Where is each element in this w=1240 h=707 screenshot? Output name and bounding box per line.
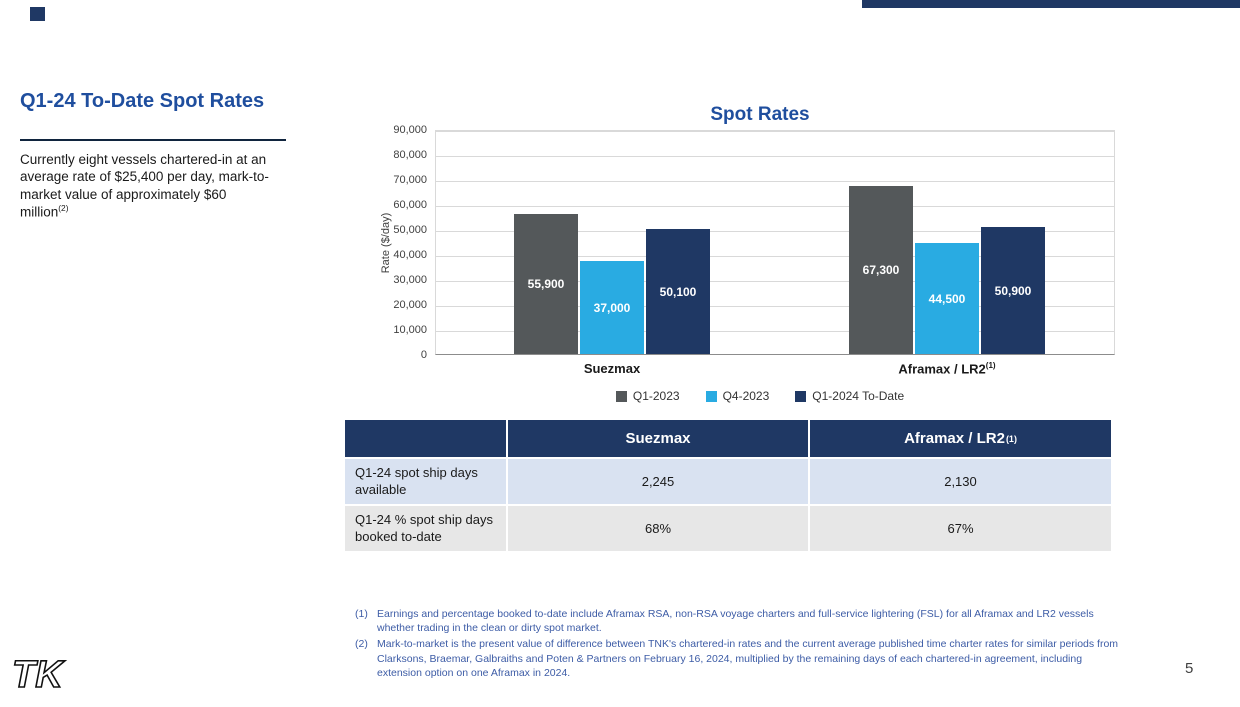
table-cell-value: 2,130 [810,459,1113,506]
table-row-label: Q1-24 % spot ship days booked to-date [345,506,508,553]
table-cell-value: 68% [508,506,810,553]
y-tick-label: 90,000 [393,124,427,136]
bar-value-label: 55,900 [527,277,565,291]
legend-swatch [795,390,807,402]
y-tick-label: 10,000 [393,324,427,336]
legend-label: Q1-2023 [632,389,680,403]
legend-swatch [615,390,627,402]
table-header-cell: Aframax / LR2 (1) [810,420,1113,459]
footnote-item: (1) Earnings and percentage booked to-dat… [355,607,1123,635]
table-header-label: Aframax / LR2 [904,430,1005,447]
gridline [436,206,1114,207]
footnote-item: (2) Mark-to-market is the present value o… [355,637,1123,680]
title-underline [20,139,286,141]
x-axis-category-label: Aframax / LR2(1) [848,361,1046,376]
x-axis-category-label: Suezmax [513,361,711,376]
chart-legend: Q1-2023 Q4-2023 Q1-2024 To-Date [430,389,1090,403]
top-right-accent-bar [862,0,1240,8]
chart-bar: 55,900 [514,214,578,354]
chart-bar: 67,300 [849,186,913,354]
legend-swatch [705,390,717,402]
legend-item: Q4-2023 [705,389,770,403]
bar-value-label: 37,000 [593,300,631,315]
gridline [436,231,1114,232]
footnote-number: (2) [355,638,368,651]
y-tick-label: 80,000 [393,149,427,161]
y-tick-label: 50,000 [393,224,427,236]
footnote-text: Mark-to-market is the present value of d… [377,638,1119,679]
footnote-number: (1) [355,608,368,620]
bar-value-label: 67,300 [862,263,900,277]
gridline [436,281,1114,282]
gridline [436,131,1114,132]
summary-table: Suezmax Aframax / LR2 (1) Q1-24 spot ship d… [345,420,1113,553]
table-header-cell: Suezmax [508,420,810,459]
bar-value-label: 50,100 [659,284,697,299]
chart-bar: 37,000 [580,261,644,354]
legend-label: Q4-2023 [722,389,770,403]
y-tick-label: 70,000 [393,174,427,186]
y-tick-label: 40,000 [393,249,427,261]
table-cell-value: 67% [810,506,1113,553]
legend-label: Q1-2024 To-Date [812,389,905,403]
y-axis-ticks: 90,000 80,000 70,000 60,000 50,000 40,000 30,0… [365,124,427,361]
y-tick-label: 60,000 [393,199,427,211]
x-axis-category-text: Suezmax [583,361,641,376]
tk-logo-text: TK [12,654,65,696]
chart-title: Spot Rates [710,104,810,125]
page-title: Q1-24 To-Date Spot Rates [20,90,265,112]
x-axis-category-text: Aframax / LR2 [898,361,986,377]
bar-value-label: 44,500 [928,291,966,306]
intro-text: Currently eight vessels chartered-in at … [20,151,276,221]
table-header-label: Suezmax [625,430,691,447]
gridline [436,181,1114,182]
y-tick-label: 0 [420,349,427,361]
table-cell-value: 2,245 [508,459,810,506]
legend-item: Q1-2023 [615,389,680,403]
footnotes: (1) Earnings and percentage booked to-dat… [355,607,1123,682]
top-left-accent-square [30,7,45,21]
y-tick-label: 30,000 [393,274,427,286]
intro-text-main: Currently eight vessels chartered-in at … [20,152,269,220]
chart-bar: 44,500 [915,243,979,354]
footnote-text: Earnings and percentage booked to-date i… [377,608,1094,635]
tk-logo: TK [11,653,66,696]
table-header-superscript: (1) [1005,433,1017,444]
table-row-label: Q1-24 spot ship days available [345,459,508,506]
gridline [436,331,1114,332]
gridline [436,306,1114,307]
y-tick-label: 20,000 [393,299,427,311]
legend-item: Q1-2024 To-Date [795,389,904,403]
chart-bar: 50,100 [646,229,710,354]
x-axis-labels: Suezmax Aframax / LR2(1) [435,361,1115,381]
bar-value-label: 50,900 [994,283,1032,298]
page-number: 5 [1185,660,1194,677]
table-header-cell [345,420,508,459]
gridline [436,156,1114,157]
bar-group: 55,900 37,000 50,100 [514,131,710,354]
chart-bar: 50,900 [981,227,1045,354]
bar-group: 67,300 44,500 50,900 [849,131,1045,354]
x-axis-category-superscript: (1) [985,361,996,370]
plot-area: 55,900 37,000 50,100 67,300 44,500 50,900 [435,130,1115,355]
gridline [436,256,1114,257]
intro-text-superscript: (2) [58,202,69,213]
